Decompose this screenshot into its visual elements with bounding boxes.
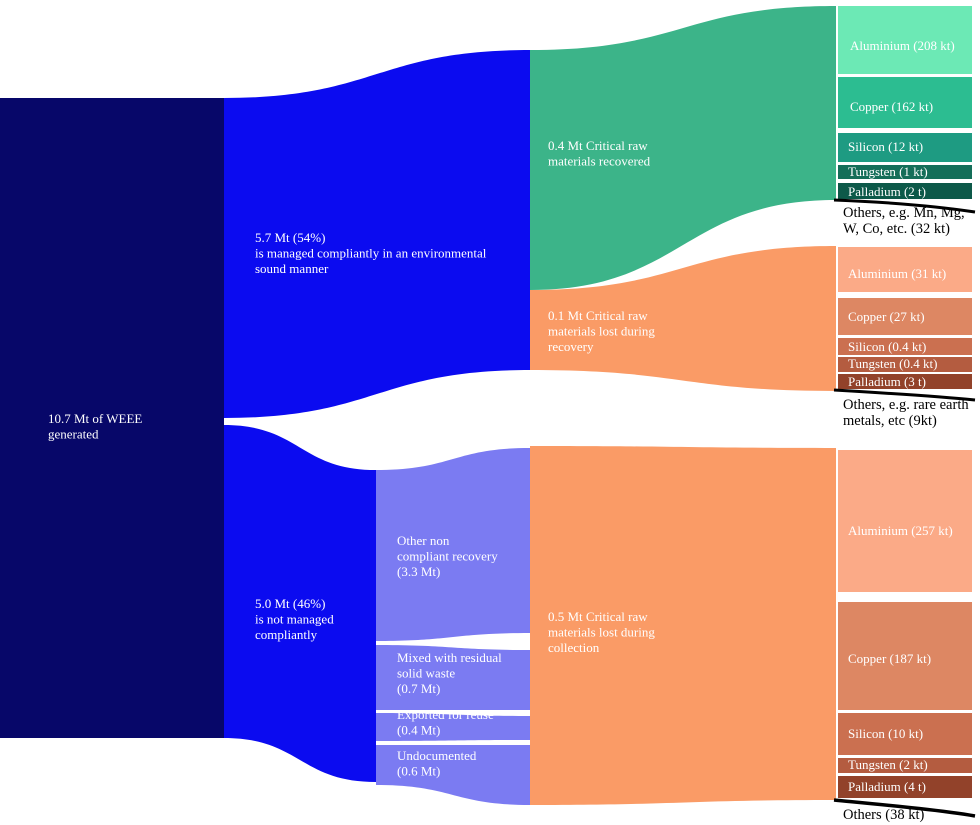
label-bar-recovered-palladium: Palladium (2 t): [848, 184, 926, 199]
bar-lost-recovery-aluminium: [838, 247, 972, 292]
flow-crm-recovered: [530, 6, 836, 290]
flow-managed-compliantly: [224, 50, 530, 418]
label-crm-lost-recovery: 0.1 Mt Critical raw materials lost during…: [548, 308, 655, 354]
bar-lost-recovery-palladium: [838, 374, 972, 389]
label-bar-lost-recovery-copper: Copper (27 kt): [848, 309, 925, 324]
label-bar-recovered-tungsten: Tungsten (1 kt): [848, 164, 928, 179]
line-recovered-others: [833, 198, 976, 214]
bar-lost-recovery-copper: [838, 298, 972, 335]
label-bar-lost-collection-silicon: Silicon (10 kt): [848, 726, 923, 741]
label-weee-generated: 10.7 Mt of WEEE generated: [48, 411, 142, 442]
label-bar-lost-recovery-silicon: Silicon (0.4 kt): [848, 339, 926, 354]
label-bar-lost-collection-palladium: Palladium (4 t): [848, 779, 926, 794]
flow-not-managed-compliantly: [224, 425, 376, 782]
label-bar-lost-recovery-aluminium: Aluminium (31 kt): [848, 266, 946, 281]
bar-lost-collection-palladium: [838, 776, 972, 798]
label-bar-lost-collection-copper: Copper (187 kt): [848, 651, 931, 666]
label-lost-recovery-others: Others, e.g. rare earth metals, etc (9kt): [843, 397, 969, 429]
flow-crm-lost-collection: [530, 446, 836, 805]
label-other-non-compliant-recovery: Other non compliant recovery (3.3 Mt): [397, 533, 498, 579]
label-bar-lost-collection-aluminium: Aluminium (257 kt): [848, 523, 953, 538]
label-managed-compliantly: 5.7 Mt (54%) is managed compliantly in an…: [255, 230, 487, 276]
label-recovered-others: Others, e.g. Mn, Mg, W, Co, etc. (32 kt): [843, 205, 965, 237]
bar-recovered-copper: [838, 77, 972, 128]
bar-recovered-palladium: [838, 183, 972, 199]
label-bar-lost-recovery-tungsten: Tungsten (0.4 kt): [848, 356, 937, 371]
label-exported-for-reuse: Exported for reuse (0.4 Mt): [397, 707, 494, 738]
bar-lost-collection-silicon: [838, 713, 972, 755]
label-bar-lost-collection-tungsten: Tungsten (2 kt): [848, 757, 928, 772]
node-exported-for-reuse: [376, 713, 530, 741]
node-mixed-residual-solid-waste: [376, 645, 530, 710]
node-undocumented: [376, 745, 530, 805]
label-undocumented: Undocumented (0.6 Mt): [397, 748, 477, 779]
bar-lost-collection-copper: [838, 602, 972, 710]
label-bar-lost-recovery-palladium: Palladium (3 t): [848, 374, 926, 389]
line-lost-recovery-others: [833, 388, 976, 402]
label-bar-recovered-aluminium: Aluminium (208 kt): [850, 38, 955, 53]
bar-lost-collection-aluminium: [838, 450, 972, 592]
node-weee-generated: [0, 98, 224, 738]
bar-recovered-aluminium: [838, 6, 972, 74]
flow-crm-lost-recovery: [530, 246, 836, 391]
label-not-managed-compliantly: 5.0 Mt (46%) is not managed compliantly: [255, 596, 334, 642]
bar-lost-collection-tungsten: [838, 758, 972, 773]
bar-recovered-silicon: [838, 133, 972, 162]
label-crm-recovered: 0.4 Mt Critical raw materials recovered: [548, 138, 651, 169]
label-mixed-residual-solid-waste: Mixed with residual solid waste (0.7 Mt): [397, 650, 502, 696]
line-lost-collection-others: [833, 798, 976, 818]
label-bar-recovered-silicon: Silicon (12 kt): [848, 139, 923, 154]
label-bar-recovered-copper: Copper (162 kt): [850, 99, 933, 114]
label-crm-lost-collection: 0.5 Mt Critical raw materials lost during…: [548, 609, 655, 655]
bar-lost-recovery-tungsten: [838, 357, 972, 372]
bar-recovered-tungsten: [838, 165, 972, 179]
node-other-non-compliant-recovery: [376, 448, 530, 641]
bar-lost-recovery-silicon: [838, 338, 972, 355]
label-lost-collection-others: Others (38 kt): [843, 807, 925, 823]
